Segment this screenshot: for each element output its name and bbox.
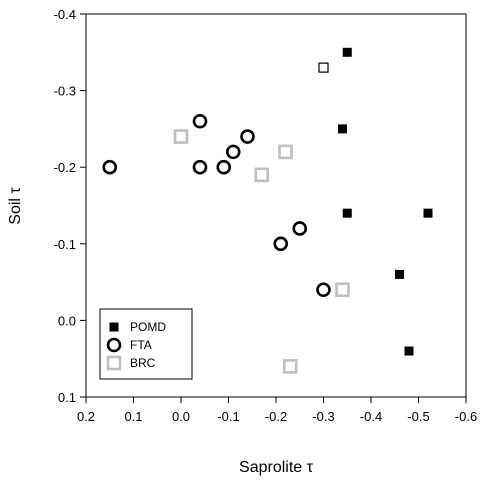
legend-label-fta: FTA — [130, 338, 152, 352]
x-tick-label: 0.0 — [172, 409, 190, 424]
fta-point — [192, 113, 208, 129]
x-tick-label: -0.1 — [217, 409, 239, 424]
fta-point — [292, 221, 308, 236]
y-tick-label: 0.1 — [58, 390, 76, 405]
x-axis: 0.2 0.1 0.0 -0.1 -0.2 -0.3 -0.4 -0.5 -0.6 — [77, 397, 477, 424]
y-axis-title: Soil τ — [7, 187, 24, 225]
brc-point — [282, 359, 298, 374]
x-tick-label: -0.4 — [360, 409, 382, 424]
pomd-point — [342, 208, 352, 218]
y-tick-label: -0.1 — [54, 237, 76, 252]
fta-point — [273, 236, 289, 252]
data-points — [102, 47, 433, 374]
unlabeled-point — [318, 62, 329, 73]
fta-point — [102, 159, 118, 175]
legend-label-brc: BRC — [130, 356, 156, 370]
y-tick-label: -0.2 — [54, 160, 76, 175]
legend-label-pomd: POMD — [130, 320, 166, 334]
legend-box — [99, 308, 193, 380]
x-tick-label: -0.3 — [312, 409, 334, 424]
fta-point — [240, 129, 255, 144]
legend-marker-fta — [106, 337, 122, 353]
y-tick-label: -0.4 — [54, 7, 76, 22]
fta-point — [316, 282, 331, 298]
legend: POMD FTA BRC — [99, 308, 193, 380]
fta-point — [225, 144, 241, 160]
x-tick-label: -0.5 — [407, 409, 429, 424]
y-tick-label: 0.0 — [58, 313, 76, 328]
fta-point — [192, 159, 208, 175]
x-tick-label: -0.6 — [455, 409, 477, 424]
pomd-point — [395, 269, 404, 279]
x-tick-label: 0.1 — [124, 409, 142, 424]
legend-marker-pomd — [109, 322, 119, 332]
pomd-point — [404, 346, 414, 356]
brc-point — [254, 167, 270, 183]
x-tick-label: 0.2 — [77, 409, 95, 424]
brc-point — [278, 144, 293, 160]
y-axis: -0.4 -0.3 -0.2 -0.1 0.0 0.1 — [54, 7, 86, 405]
brc-point — [173, 129, 189, 144]
fta-point — [216, 159, 232, 175]
x-axis-title: Saprolite τ — [239, 459, 314, 476]
legend-marker-brc — [106, 355, 122, 371]
y-tick-label: -0.3 — [54, 84, 76, 99]
pomd-point — [338, 124, 347, 134]
x-tick-label: -0.2 — [265, 409, 287, 424]
brc-point — [335, 282, 350, 298]
pomd-point — [423, 208, 433, 218]
pomd-point — [342, 47, 352, 57]
